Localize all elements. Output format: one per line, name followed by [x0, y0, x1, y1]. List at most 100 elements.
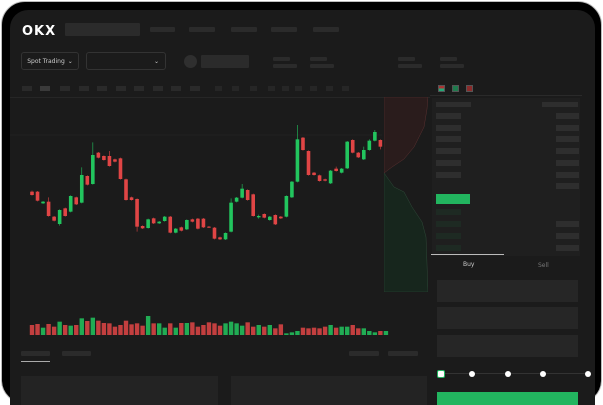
- timeframe-button[interactable]: [79, 86, 89, 91]
- last-price: [436, 194, 470, 204]
- ask-size: [556, 160, 579, 166]
- timeframe-button[interactable]: [97, 86, 107, 91]
- nav-item[interactable]: [271, 27, 297, 32]
- timeframe-button[interactable]: [60, 86, 70, 91]
- candle: [173, 228, 178, 234]
- timeframe-button[interactable]: [171, 86, 181, 91]
- chart-tool-icon[interactable]: [342, 86, 349, 91]
- orderbook-both-icon[interactable]: [438, 85, 445, 92]
- pair-dropdown[interactable]: ⌄: [86, 52, 166, 70]
- candle-body: [378, 140, 383, 147]
- buy-button[interactable]: [437, 392, 578, 405]
- volume-bar: [306, 328, 311, 335]
- ask-price: [436, 136, 461, 142]
- filter-button[interactable]: [388, 351, 418, 356]
- volume-bar: [267, 325, 272, 335]
- candle: [102, 155, 106, 161]
- chart-tool-icon[interactable]: [232, 86, 239, 91]
- volume-bar: [378, 331, 383, 335]
- price-display: [201, 55, 249, 68]
- volume-bar: [234, 323, 239, 335]
- nav-item[interactable]: [189, 27, 215, 32]
- volume-bar: [212, 323, 217, 335]
- market-type-dropdown[interactable]: Spot Trading ⌄: [21, 52, 79, 70]
- search-bar[interactable]: [65, 23, 140, 36]
- volume-bar: [206, 322, 212, 335]
- tab-open-orders[interactable]: [21, 351, 50, 356]
- volume-bar: [40, 327, 46, 335]
- candle: [68, 195, 73, 213]
- volume-bar: [356, 328, 361, 335]
- nav-item[interactable]: [313, 27, 339, 32]
- chart-tool-icon[interactable]: [268, 86, 275, 91]
- chart-tool-icon[interactable]: [215, 86, 222, 91]
- bids-depth: [384, 172, 428, 292]
- amount-slider-handle[interactable]: [437, 370, 445, 378]
- volume-bar: [179, 323, 184, 335]
- volume-bar: [112, 326, 118, 335]
- total-input[interactable]: [437, 335, 578, 357]
- candle: [91, 142, 95, 185]
- nav-item[interactable]: [231, 27, 257, 32]
- active-tab-indicator: [21, 361, 50, 362]
- candle: [79, 167, 84, 204]
- ask-price: [436, 172, 461, 178]
- candle: [190, 218, 195, 223]
- ask-size: [556, 183, 579, 189]
- candle: [367, 139, 372, 151]
- timeframe-button[interactable]: [116, 86, 126, 91]
- volume-bar: [173, 327, 178, 335]
- candle-body: [96, 152, 101, 158]
- amount-slider-track[interactable]: [441, 373, 589, 374]
- timeframe-button[interactable]: [22, 86, 32, 91]
- slider-stop-25[interactable]: [469, 371, 475, 377]
- slider-stop-75[interactable]: [540, 371, 546, 377]
- candle: [273, 214, 278, 225]
- timeframe-button[interactable]: [134, 86, 144, 91]
- volume-bar: [256, 325, 261, 335]
- chart-tool-icon[interactable]: [295, 86, 302, 91]
- volume-bar: [328, 325, 333, 335]
- candle: [317, 174, 322, 182]
- volume-bar: [85, 321, 90, 335]
- ask-price: [436, 125, 461, 131]
- orderbook-bids-icon[interactable]: [452, 85, 459, 92]
- ask-size: [556, 113, 579, 119]
- price-input[interactable]: [437, 280, 578, 302]
- slider-stop-50[interactable]: [505, 371, 511, 377]
- amount-input[interactable]: [437, 307, 578, 329]
- chart-tool-icon[interactable]: [282, 86, 289, 91]
- chart-tool-icon[interactable]: [326, 86, 333, 91]
- tab-buy[interactable]: Buy: [463, 261, 475, 268]
- ask-size: [556, 172, 579, 178]
- candlestick-chart[interactable]: [10, 10, 430, 340]
- timeframe-button[interactable]: [190, 86, 200, 91]
- candle-body: [212, 227, 217, 239]
- timeframe-button[interactable]: [40, 86, 50, 91]
- volume-bar: [156, 323, 162, 335]
- stat-value: [440, 64, 464, 68]
- chevron-down-icon: ⌄: [67, 57, 73, 65]
- candle: [267, 216, 272, 221]
- tab-sell[interactable]: Sell: [538, 262, 549, 269]
- volume-bar: [300, 327, 306, 335]
- candle-body: [46, 201, 51, 216]
- orderbook-asks-icon[interactable]: [466, 85, 473, 92]
- chart-tool-icon[interactable]: [310, 86, 317, 91]
- bid-size: [556, 233, 579, 239]
- volume-bar: [129, 324, 134, 335]
- tab-order-history[interactable]: [62, 351, 91, 356]
- volume-bar: [350, 325, 355, 335]
- ask-size: [556, 148, 579, 154]
- volume-bar: [51, 326, 57, 335]
- timeframe-button[interactable]: [153, 86, 163, 91]
- nav-item[interactable]: [150, 27, 175, 32]
- slider-stop-100[interactable]: [585, 371, 591, 377]
- candle-body: [350, 140, 355, 153]
- chart-tool-icon[interactable]: [250, 86, 257, 91]
- orders-panel: [21, 376, 218, 405]
- volume-bar: [239, 325, 245, 335]
- candle-body: [317, 175, 322, 181]
- candle-body: [334, 168, 338, 171]
- filter-button[interactable]: [349, 351, 379, 356]
